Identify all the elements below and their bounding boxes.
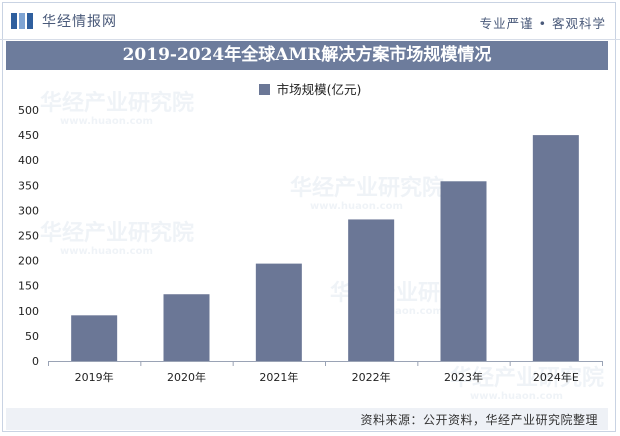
bar bbox=[163, 294, 210, 361]
watermark-layer: 华经产业研究院www.huaon.com华经产业研究院www.huaon.com… bbox=[40, 90, 604, 402]
chart-title: 2019-2024年全球AMR解决方案市场规模情况 bbox=[122, 45, 492, 65]
watermark-url: www.huaon.com bbox=[470, 391, 563, 402]
x-tick-label: 2019年 bbox=[75, 370, 114, 384]
logo-icon bbox=[11, 13, 33, 29]
watermark-url: www.huaon.com bbox=[60, 116, 153, 127]
footer: 资料来源：公开资料，华经产业研究院整理 bbox=[6, 408, 608, 430]
legend-label: 市场规模(亿元) bbox=[276, 82, 362, 97]
x-tick-label: 2020年 bbox=[167, 370, 206, 384]
y-tick-label: 500 bbox=[18, 104, 39, 117]
y-tick-label: 400 bbox=[18, 154, 39, 167]
watermark-url: www.huaon.com bbox=[310, 201, 403, 212]
watermark-url: www.huaon.com bbox=[60, 246, 153, 257]
title-bar: 2019-2024年全球AMR解决方案市场规模情况 bbox=[6, 41, 608, 70]
legend: 市场规模(亿元) bbox=[0, 79, 620, 98]
x-axis: 2019年 2020年 2021年 2022年 2023年 2024年E bbox=[48, 361, 603, 384]
legend-swatch bbox=[258, 84, 270, 95]
brand-name: 华经情报网 bbox=[42, 14, 117, 30]
source-note: 资料来源：公开资料，华经产业研究院整理 bbox=[360, 413, 598, 427]
y-tick-label: 300 bbox=[18, 204, 39, 217]
bar bbox=[532, 135, 579, 361]
watermark-text: 华经产业研究院 bbox=[40, 220, 194, 246]
watermark-text: 华经产业研究院 bbox=[450, 365, 604, 391]
bars bbox=[71, 135, 579, 361]
bar bbox=[348, 219, 395, 361]
x-tick-label: 2021年 bbox=[259, 370, 298, 384]
y-tick-label: 200 bbox=[18, 255, 39, 268]
y-tick-label: 0 bbox=[32, 355, 39, 368]
tagline: 专业严谨 • 客观科学 bbox=[479, 16, 606, 31]
x-tick-label: 2022年 bbox=[352, 370, 391, 384]
y-tick-label: 50 bbox=[25, 330, 39, 343]
bar bbox=[440, 181, 487, 361]
watermark-text: 华经产业研究院 bbox=[290, 175, 444, 201]
bar bbox=[71, 315, 118, 361]
y-tick-label: 350 bbox=[18, 179, 39, 192]
y-tick-label: 100 bbox=[18, 305, 39, 318]
y-tick-label: 450 bbox=[18, 129, 39, 142]
x-tick-label: 2024年E bbox=[533, 370, 579, 384]
watermark-text: 华经产业研究院 bbox=[40, 90, 194, 116]
bar bbox=[255, 263, 302, 361]
y-axis: 0 50 100 150 200 250 300 350 400 450 500 bbox=[18, 104, 39, 368]
top-bar: 华经情报网 专业严谨 • 客观科学 bbox=[0, 0, 620, 40]
watermark-url: www.huaon.com bbox=[350, 306, 443, 317]
y-tick-label: 250 bbox=[18, 230, 39, 243]
x-tick-label: 2023年 bbox=[444, 370, 483, 384]
y-tick-label: 150 bbox=[18, 280, 39, 293]
